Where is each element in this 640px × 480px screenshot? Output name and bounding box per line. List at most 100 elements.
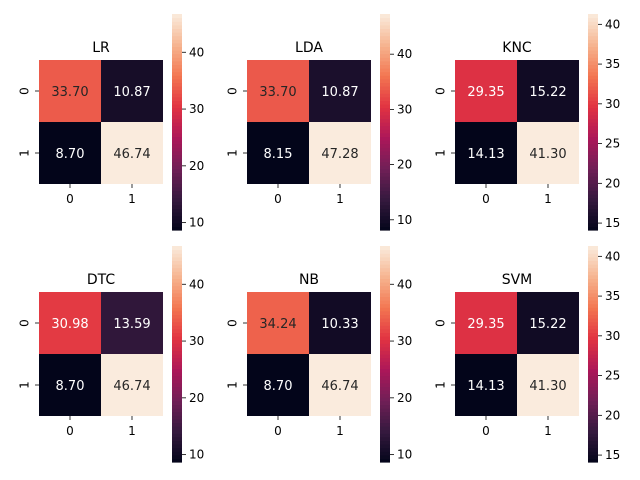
heatmap-cell-label: 14.13	[467, 147, 504, 162]
colorbar-segment	[380, 454, 390, 459]
colorbar-segment	[380, 17, 390, 22]
heatmap-cell	[39, 60, 101, 122]
heatmap-cell-label: 10.87	[113, 85, 150, 100]
heatmap-cell	[517, 60, 579, 122]
colorbar-segment	[380, 57, 390, 62]
colorbar-segment	[172, 172, 182, 177]
y-tick-label: 0	[18, 87, 32, 95]
colorbar-segment	[172, 436, 182, 441]
colorbar-segment	[172, 212, 182, 217]
colorbar-segment	[588, 24, 598, 29]
colorbar-segment	[172, 57, 182, 62]
heatmap-cell	[101, 122, 163, 184]
colorbar-segment	[172, 35, 182, 40]
colorbar-segment	[172, 393, 182, 398]
colorbar-segment	[588, 140, 598, 145]
colorbar-segment	[588, 147, 598, 152]
colorbar-segment	[172, 343, 182, 348]
colorbar-segment	[588, 136, 598, 141]
colorbar-segment	[380, 143, 390, 148]
colorbar-segment	[172, 310, 182, 315]
colorbar-segment	[172, 219, 182, 224]
y-tick-label: 1	[18, 381, 32, 389]
colorbar-segment	[588, 292, 598, 297]
colorbar-segment	[588, 285, 598, 290]
heatmap-cell-label: 8.15	[264, 147, 293, 162]
y-tick-label: 0	[434, 87, 448, 95]
heatmap-cell-label: 41.30	[529, 147, 566, 162]
colorbar-segment	[172, 96, 182, 101]
colorbar-segment	[380, 71, 390, 76]
colorbar-segment	[380, 253, 390, 258]
colorbar-segment	[588, 172, 598, 177]
colorbar-segment	[380, 28, 390, 33]
colorbar-segment	[380, 321, 390, 326]
colorbar-segment	[588, 82, 598, 87]
colorbar-segment	[380, 24, 390, 29]
colorbar-segment	[588, 96, 598, 101]
colorbar-segment	[380, 361, 390, 366]
colorbar-segment	[172, 125, 182, 130]
colorbar-segment	[588, 111, 598, 116]
colorbar-segment	[172, 53, 182, 58]
colorbar-segment	[172, 253, 182, 258]
colorbar-segment	[588, 219, 598, 224]
colorbar-segment	[172, 194, 182, 199]
colorbar-segment	[380, 418, 390, 423]
colorbar-segment	[380, 222, 390, 227]
heatmap-cell	[101, 60, 163, 122]
colorbar-segment	[380, 429, 390, 434]
colorbar-segment	[380, 300, 390, 305]
colorbar-segment	[380, 172, 390, 177]
colorbar-segment	[380, 201, 390, 206]
colorbar-segment	[588, 458, 598, 463]
colorbar-segment	[588, 397, 598, 402]
heatmap-cell	[517, 292, 579, 354]
colorbar-segment	[172, 346, 182, 351]
colorbar-segment	[380, 379, 390, 384]
colorbar-segment	[588, 183, 598, 188]
colorbar-segment	[588, 375, 598, 380]
heatmap-cell	[455, 354, 517, 416]
y-tick-label: 0	[18, 319, 32, 327]
colorbar-segment	[588, 161, 598, 166]
heatmap-cell	[39, 354, 101, 416]
colorbar-segment	[588, 307, 598, 312]
colorbar-segment	[588, 143, 598, 148]
colorbar-segment	[380, 60, 390, 65]
colorbar-segment	[380, 21, 390, 26]
colorbar-segment	[172, 122, 182, 127]
colorbar-segment	[172, 451, 182, 456]
heatmap-cell-label: 13.59	[113, 317, 150, 332]
colorbar-tick-label: 20	[605, 408, 620, 422]
colorbar-segment	[172, 21, 182, 26]
colorbar-segment	[172, 314, 182, 319]
colorbar-segment	[172, 71, 182, 76]
colorbar-segment	[172, 415, 182, 420]
y-tick-label: 1	[18, 149, 32, 157]
heatmap-cell-label: 29.35	[467, 317, 504, 332]
colorbar-tick-label: 30	[189, 334, 204, 348]
colorbar-segment	[588, 289, 598, 294]
colorbar-segment	[588, 267, 598, 272]
colorbar-segment	[380, 332, 390, 337]
colorbar-segment	[588, 440, 598, 445]
colorbar-segment	[380, 68, 390, 73]
colorbar-tick-label: 10	[397, 448, 412, 462]
colorbar-segment	[380, 42, 390, 47]
colorbar-segment	[380, 271, 390, 276]
colorbar-segment	[588, 28, 598, 33]
colorbar-tick-label: 30	[605, 97, 620, 111]
colorbar-segment	[172, 289, 182, 294]
colorbar-segment	[172, 390, 182, 395]
colorbar-segment	[588, 271, 598, 276]
colorbar-segment	[172, 354, 182, 359]
colorbar-segment	[380, 354, 390, 359]
colorbar-segment	[588, 186, 598, 191]
heatmap-title: LDA	[295, 40, 323, 56]
colorbar-tick-label: 10	[397, 213, 412, 227]
colorbar-tick-label: 40	[397, 47, 412, 61]
colorbar-segment	[588, 68, 598, 73]
colorbar-segment	[380, 390, 390, 395]
